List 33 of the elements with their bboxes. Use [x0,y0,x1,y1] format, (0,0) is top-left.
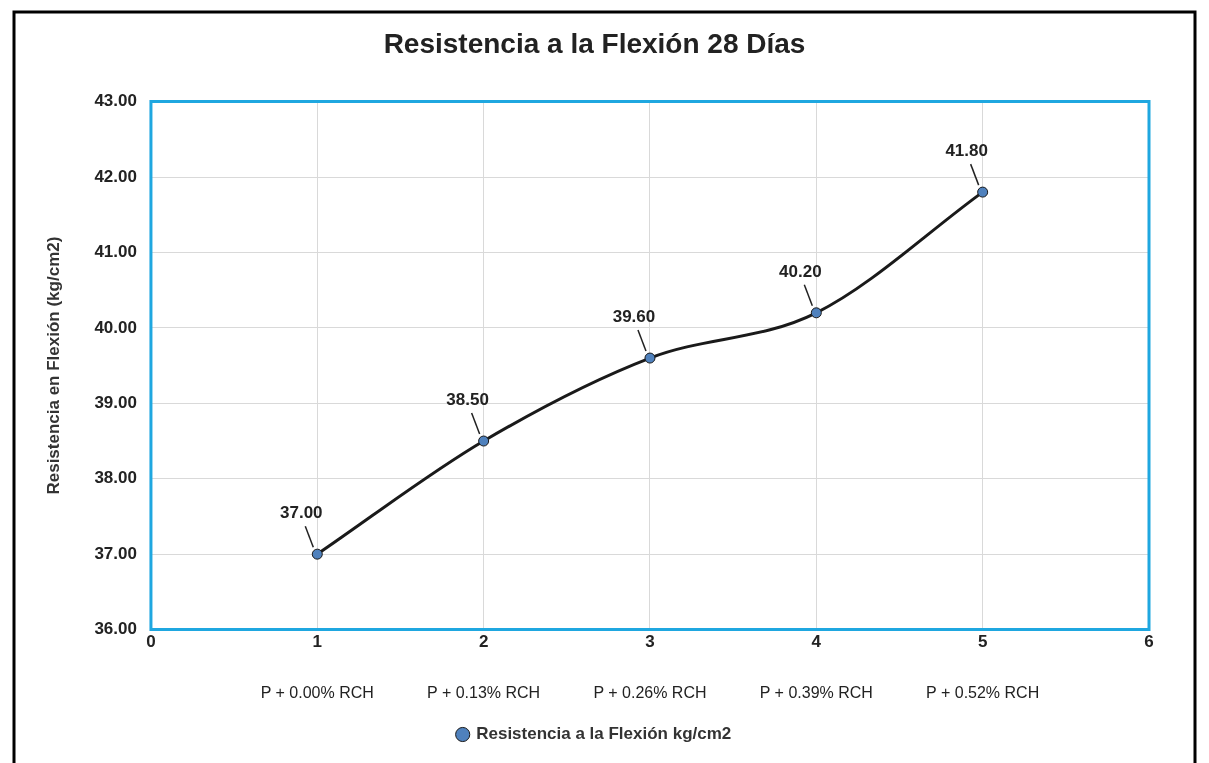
x-tick-label: 5 [977,632,988,652]
point [478,435,490,447]
x-tick-label: 4 [811,632,822,652]
text: P + 0.52% RCH [926,684,1040,702]
text: P + 0.00% RCH [260,684,374,702]
x-tick-label: 0 [146,632,156,652]
y-tick-label: 41.00 [94,242,137,262]
y-tick-label: 36.00 [94,619,137,639]
point [977,186,989,198]
text: P + 0.13% RCH [427,684,541,702]
y-tick-label: 39.00 [94,393,137,412]
data-label: 39.60 [612,307,656,327]
point [644,352,656,364]
point [311,548,323,560]
y-tick-label: 37.00 [94,543,137,563]
y-tick-label: 42.00 [94,166,137,186]
point [810,307,822,319]
x-tick-label: 3 [645,632,655,652]
legend-label: Resistencia a la Flexión kg/cm2 [476,724,732,744]
data-label: 38.50 [446,390,489,410]
text: P + 0.26% RCH [593,684,707,702]
y-tick-label: 40.00 [94,317,137,337]
x-tick-label: 2 [478,632,489,652]
data-label: 37.00 [280,503,323,523]
data-label: 41.80 [945,141,988,161]
y-tick-label: 43.00 [94,91,137,111]
chart-title: Resistencia a la Flexión 28 Días [383,27,806,59]
x-tick-label: 6 [1144,632,1154,652]
data-label: 40.20 [779,261,822,281]
y-axis-title: Resistencia en Flexión (kg/cm2) [43,236,63,495]
text: P + 0.39% RCH [759,684,873,702]
x-tick-label: 1 [312,632,323,652]
y-tick-label: 38.00 [94,468,137,488]
